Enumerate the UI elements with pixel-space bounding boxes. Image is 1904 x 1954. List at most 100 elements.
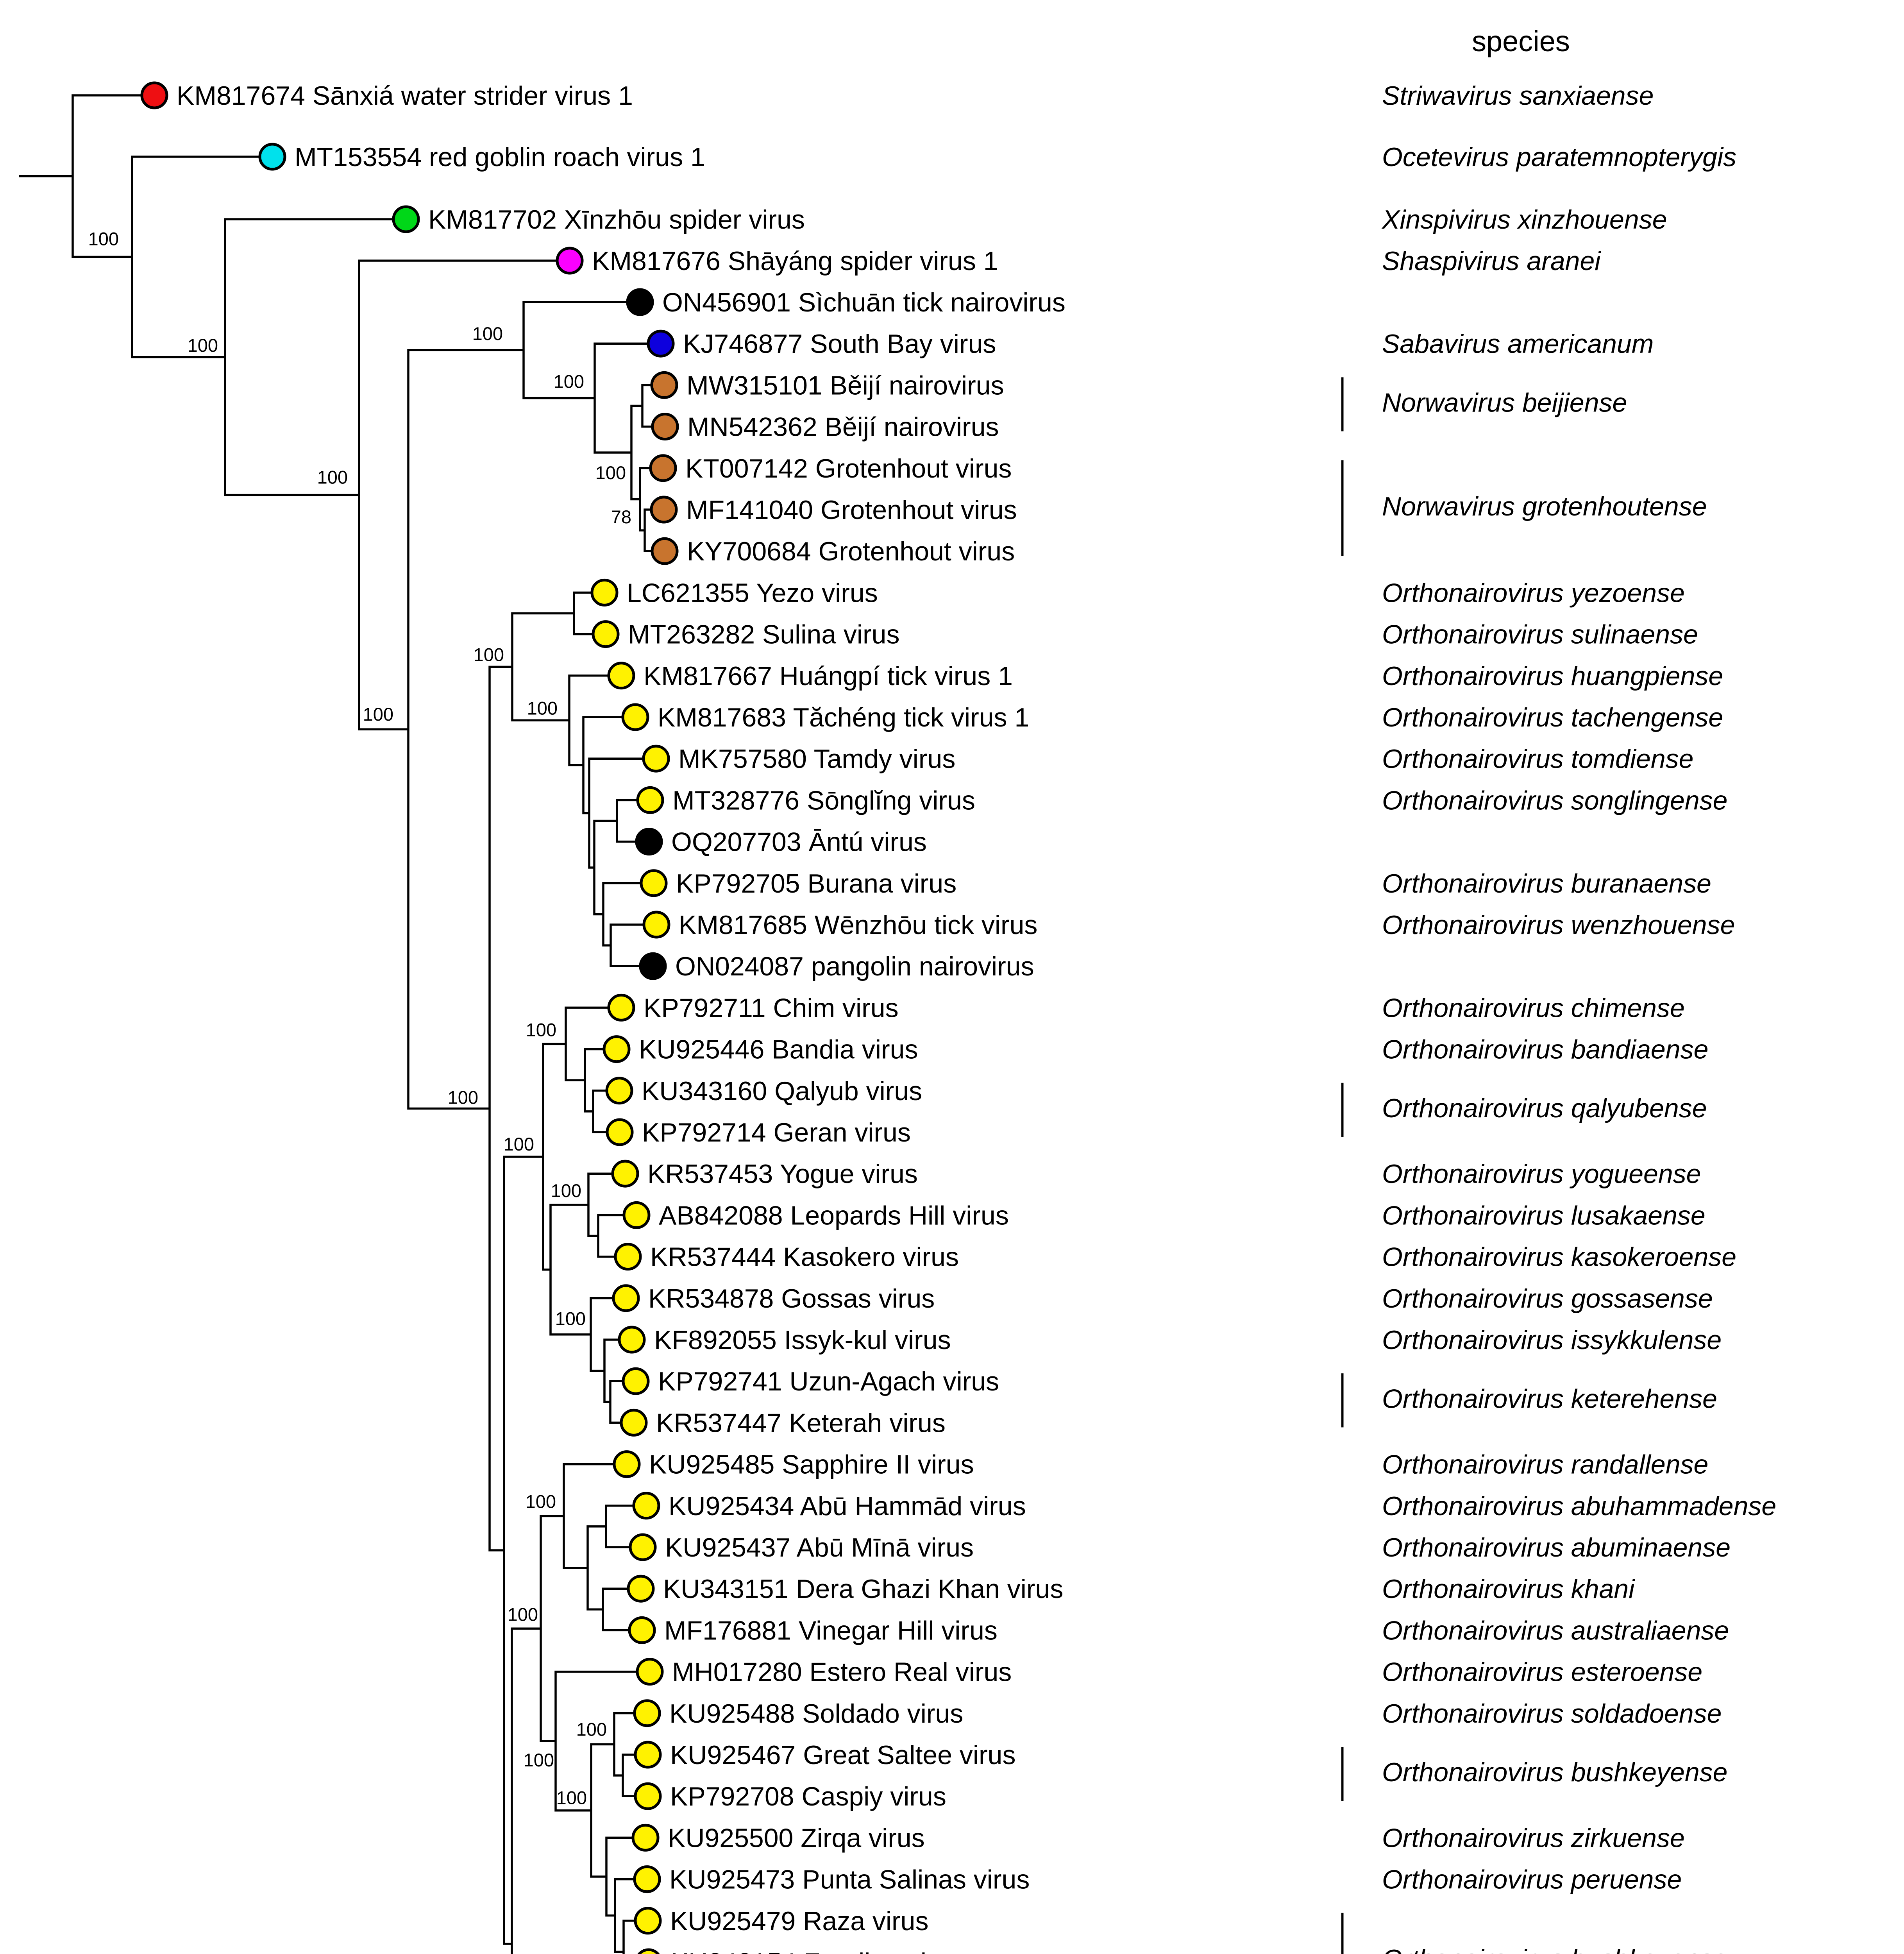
svg-text:KU925485 Sapphire II virus: KU925485 Sapphire II virus <box>649 1450 974 1480</box>
svg-text:MF141040 Grotenhout virus: MF141040 Grotenhout virus <box>686 495 1017 525</box>
svg-text:100: 100 <box>526 1491 556 1512</box>
svg-text:KP792714 Geran virus: KP792714 Geran virus <box>642 1118 911 1147</box>
svg-text:KU925467 Great Saltee virus: KU925467 Great Saltee virus <box>670 1740 1016 1770</box>
svg-text:KP792705 Burana virus: KP792705 Burana virus <box>676 869 956 898</box>
svg-text:Orthonairovirus lusakaense: Orthonairovirus lusakaense <box>1382 1201 1706 1230</box>
svg-text:KU925473 Punta Salinas virus: KU925473 Punta Salinas virus <box>669 1865 1030 1895</box>
svg-text:KY700684 Grotenhout virus: KY700684 Grotenhout virus <box>687 537 1015 566</box>
svg-text:KM817702 Xīnzhōu spider virus: KM817702 Xīnzhōu spider virus <box>428 205 805 234</box>
svg-text:Shaspivirus aranei: Shaspivirus aranei <box>1382 246 1601 276</box>
svg-text:MH017280 Estero Real virus: MH017280 Estero Real virus <box>672 1657 1012 1687</box>
svg-text:Orthonairovirus zirkuense: Orthonairovirus zirkuense <box>1382 1823 1685 1853</box>
svg-text:KU925488 Soldado virus: KU925488 Soldado virus <box>669 1699 963 1729</box>
svg-text:100: 100 <box>363 704 393 725</box>
svg-text:KU925446 Bandia virus: KU925446 Bandia virus <box>639 1035 918 1065</box>
svg-text:Orthonairovirus gossasense: Orthonairovirus gossasense <box>1382 1284 1713 1313</box>
svg-text:KU343154 Farallon virus: KU343154 Farallon virus <box>671 1948 963 1954</box>
svg-text:MT328776 Sōnglĭng virus: MT328776 Sōnglĭng virus <box>672 786 975 815</box>
svg-text:KU343151 Dera Ghazi Khan virus: KU343151 Dera Ghazi Khan virus <box>663 1574 1063 1604</box>
svg-text:100: 100 <box>317 467 348 488</box>
svg-text:MW315101 Běijí nairovirus: MW315101 Běijí nairovirus <box>687 370 1004 400</box>
svg-text:Orthonairovirus yezoense: Orthonairovirus yezoense <box>1382 578 1685 608</box>
svg-text:MF176881 Vinegar Hill virus: MF176881 Vinegar Hill virus <box>664 1616 998 1645</box>
svg-text:KU343160 Qalyub virus: KU343160 Qalyub virus <box>642 1076 922 1106</box>
svg-text:Norwavirus beijiense: Norwavirus beijiense <box>1382 388 1627 418</box>
svg-text:AB842088 Leopards Hill virus: AB842088 Leopards Hill virus <box>659 1201 1009 1230</box>
svg-text:100: 100 <box>556 1788 587 1808</box>
svg-text:Orthonairovirus esteroense: Orthonairovirus esteroense <box>1382 1657 1702 1687</box>
svg-text:Orthonairovirus khani: Orthonairovirus khani <box>1382 1574 1635 1604</box>
svg-text:Orthonairovirus qalyubense: Orthonairovirus qalyubense <box>1382 1093 1707 1123</box>
svg-text:Orthonairovirus issykkulense: Orthonairovirus issykkulense <box>1382 1325 1722 1355</box>
svg-text:Orthonairovirus australiaense: Orthonairovirus australiaense <box>1382 1616 1729 1645</box>
svg-text:KU925434 Abū Hammād virus: KU925434 Abū Hammād virus <box>669 1491 1026 1521</box>
svg-text:Orthonairovirus abuhammadense: Orthonairovirus abuhammadense <box>1382 1491 1776 1521</box>
svg-text:KM817667 Huángpí tick virus 1: KM817667 Huángpí tick virus 1 <box>644 661 1013 691</box>
svg-text:Orthonairovirus tomdiense: Orthonairovirus tomdiense <box>1382 744 1693 774</box>
svg-text:KR534878 Gossas virus: KR534878 Gossas virus <box>648 1284 935 1313</box>
svg-text:Orthonairovirus bandiaense: Orthonairovirus bandiaense <box>1382 1035 1708 1065</box>
svg-text:Ocetevirus paratemnopterygis: Ocetevirus paratemnopterygis <box>1382 142 1736 172</box>
svg-text:100: 100 <box>524 1750 554 1770</box>
svg-text:100: 100 <box>526 1019 556 1040</box>
svg-text:Orthonairovirus abuminaense: Orthonairovirus abuminaense <box>1382 1533 1731 1562</box>
svg-text:100: 100 <box>448 1087 478 1108</box>
svg-text:OQ207703 Āntú virus: OQ207703 Āntú virus <box>671 827 927 857</box>
svg-text:KU925479 Raza virus: KU925479 Raza virus <box>670 1906 928 1936</box>
svg-text:MT263282 Sulina virus: MT263282 Sulina virus <box>628 620 899 650</box>
svg-text:100: 100 <box>527 698 558 718</box>
svg-text:KP792711 Chim virus: KP792711 Chim virus <box>644 993 899 1023</box>
svg-text:Orthonairovirus soldadoense: Orthonairovirus soldadoense <box>1382 1699 1722 1729</box>
svg-text:Orthonairovirus kasokeroense: Orthonairovirus kasokeroense <box>1382 1242 1736 1272</box>
svg-text:MK757580 Tamdy virus: MK757580 Tamdy virus <box>678 744 955 774</box>
svg-text:KM817676 Shāyáng spider virus: KM817676 Shāyáng spider virus 1 <box>592 246 998 276</box>
svg-text:100: 100 <box>555 1308 586 1329</box>
svg-text:MN542362 Běijí nairovirus: MN542362 Běijí nairovirus <box>687 412 999 442</box>
svg-text:KJ746877 South Bay virus: KJ746877 South Bay virus <box>683 329 996 359</box>
svg-text:KM817683 Tăchéng tick virus 1: KM817683 Tăchéng tick virus 1 <box>658 703 1029 732</box>
svg-text:Orthonairovirus huangpiense: Orthonairovirus huangpiense <box>1382 661 1723 691</box>
svg-text:KF892055 Issyk-kul virus: KF892055 Issyk-kul virus <box>654 1325 951 1355</box>
svg-text:KM817674 Sānxiá water strider: KM817674 Sānxiá water strider virus 1 <box>177 81 633 111</box>
svg-text:100: 100 <box>551 1180 581 1201</box>
svg-text:KR537453 Yogue virus: KR537453 Yogue virus <box>647 1159 918 1189</box>
svg-text:KR537444 Kasokero virus: KR537444 Kasokero virus <box>650 1242 959 1272</box>
svg-text:Striwavirus sanxiaense: Striwavirus sanxiaense <box>1382 81 1654 111</box>
svg-text:ON456901 Sìchuān tick nairovir: ON456901 Sìchuān tick nairovirus <box>662 288 1066 317</box>
svg-text:KT007142 Grotenhout virus: KT007142 Grotenhout virus <box>685 454 1012 483</box>
svg-text:Orthonairovirus sulinaense: Orthonairovirus sulinaense <box>1382 620 1698 650</box>
svg-text:100: 100 <box>88 228 119 249</box>
svg-text:KR537447 Keterah virus: KR537447 Keterah virus <box>656 1408 946 1438</box>
svg-text:KP792741 Uzun-Agach virus: KP792741 Uzun-Agach virus <box>658 1367 999 1396</box>
svg-text:KU925500 Zirqa virus: KU925500 Zirqa virus <box>668 1823 925 1853</box>
svg-text:species: species <box>1472 25 1570 57</box>
svg-text:Xinspivirus xinzhouense: Xinspivirus xinzhouense <box>1381 205 1667 234</box>
svg-text:100: 100 <box>188 335 218 356</box>
svg-text:Orthonairovirus songlingense: Orthonairovirus songlingense <box>1382 786 1728 815</box>
svg-text:Orthonairovirus tachengense: Orthonairovirus tachengense <box>1382 703 1723 732</box>
svg-text:100: 100 <box>554 371 584 392</box>
svg-text:Orthonairovirus buranaense: Orthonairovirus buranaense <box>1382 869 1711 898</box>
svg-text:Orthonairovirus peruense: Orthonairovirus peruense <box>1382 1865 1682 1895</box>
svg-text:MT153554 red goblin roach viru: MT153554 red goblin roach virus 1 <box>295 142 705 172</box>
svg-text:Orthonairovirus bushkeyense: Orthonairovirus bushkeyense <box>1382 1944 1727 1954</box>
svg-text:KM817685 Wēnzhōu tick virus: KM817685 Wēnzhōu tick virus <box>679 910 1037 940</box>
svg-text:100: 100 <box>508 1604 538 1625</box>
svg-text:Sabavirus americanum: Sabavirus americanum <box>1382 329 1654 359</box>
svg-text:Orthonairovirus randallense: Orthonairovirus randallense <box>1382 1450 1708 1480</box>
svg-text:KU925437 Abū Mīnā virus: KU925437 Abū Mīnā virus <box>665 1533 974 1562</box>
svg-text:ON024087 pangolin nairovirus: ON024087 pangolin nairovirus <box>675 952 1034 981</box>
svg-text:78: 78 <box>611 506 631 527</box>
svg-text:KP792708 Caspiy virus: KP792708 Caspiy virus <box>670 1782 946 1811</box>
svg-text:100: 100 <box>472 323 503 344</box>
svg-text:Orthonairovirus chimense: Orthonairovirus chimense <box>1382 993 1685 1023</box>
svg-text:LC621355 Yezo virus: LC621355 Yezo virus <box>627 578 878 608</box>
svg-text:Orthonairovirus bushkeyense: Orthonairovirus bushkeyense <box>1382 1757 1727 1787</box>
svg-text:Orthonairovirus keterehense: Orthonairovirus keterehense <box>1382 1384 1717 1414</box>
svg-text:Norwavirus grotenhoutense: Norwavirus grotenhoutense <box>1382 492 1707 521</box>
svg-text:100: 100 <box>595 462 626 483</box>
svg-text:100: 100 <box>576 1719 607 1739</box>
svg-text:Orthonairovirus yogueense: Orthonairovirus yogueense <box>1382 1159 1701 1189</box>
svg-text:100: 100 <box>504 1134 534 1154</box>
svg-text:Orthonairovirus wenzhouense: Orthonairovirus wenzhouense <box>1382 910 1735 940</box>
